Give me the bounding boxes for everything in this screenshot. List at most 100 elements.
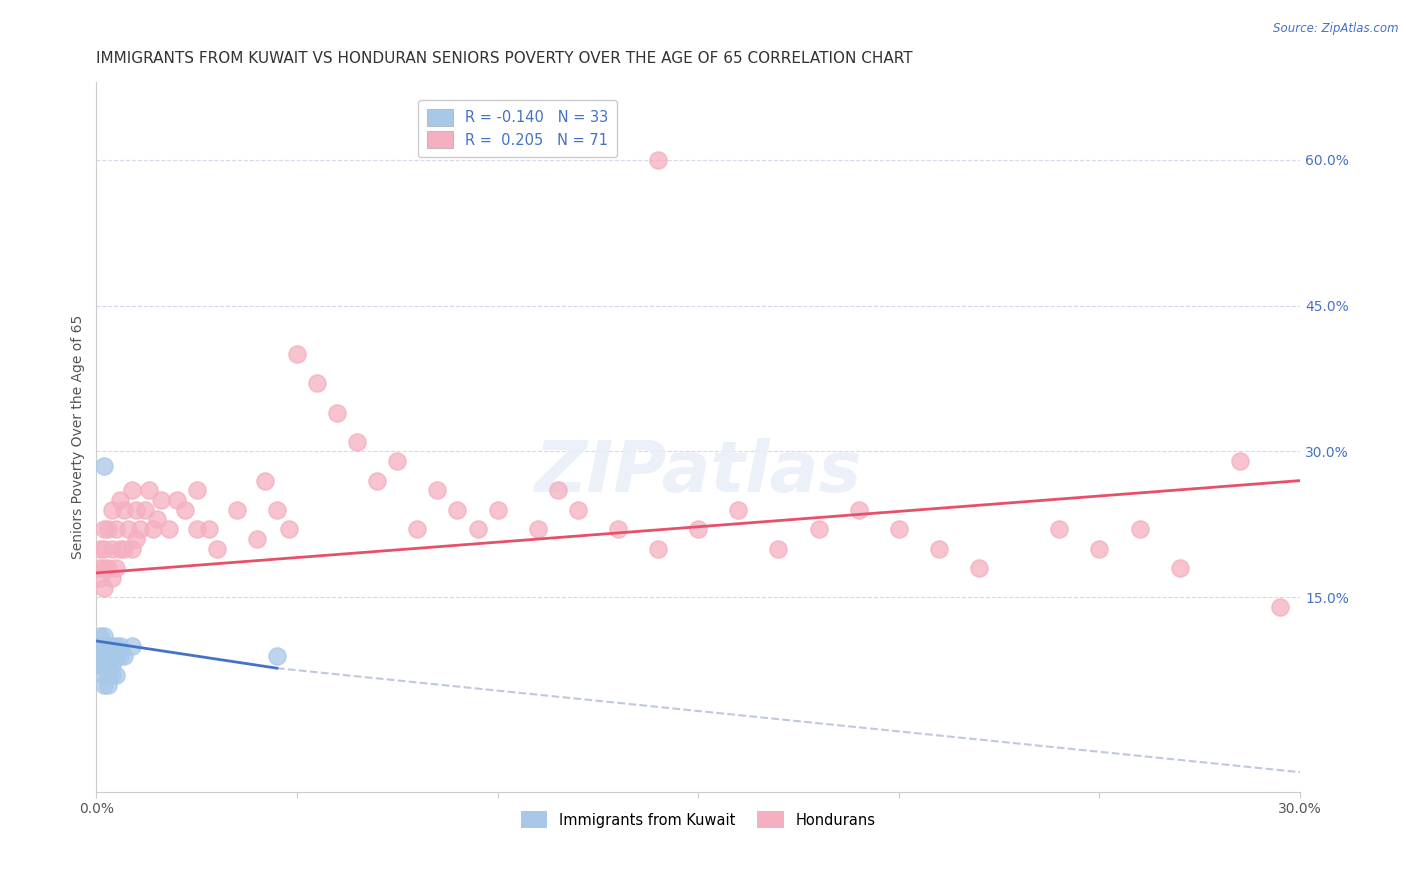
Point [121, 639, 143, 653]
Point [114, 502, 136, 516]
Point [326, 406, 349, 420]
Point [97, 678, 120, 692]
Point [205, 541, 228, 556]
Point [647, 541, 669, 556]
Point [110, 493, 132, 508]
Point [93, 648, 115, 663]
Point [101, 648, 124, 663]
Point [110, 541, 132, 556]
Point [93, 639, 115, 653]
Point [547, 483, 569, 498]
Point [93, 561, 115, 575]
Point [89, 648, 111, 663]
Point [266, 648, 288, 663]
Point [121, 483, 143, 498]
Point [121, 541, 143, 556]
Point [89, 629, 111, 643]
Point [89, 541, 111, 556]
Point [101, 571, 124, 585]
Point [166, 493, 188, 508]
Point [97, 648, 120, 663]
Point [125, 532, 148, 546]
Point [97, 658, 120, 673]
Point [727, 502, 749, 516]
Point [446, 502, 468, 516]
Point [97, 561, 120, 575]
Point [97, 668, 120, 682]
Point [101, 502, 124, 516]
Point [97, 639, 120, 653]
Point [145, 512, 167, 526]
Point [105, 639, 128, 653]
Point [406, 522, 429, 536]
Point [89, 561, 111, 575]
Point [129, 522, 152, 536]
Point [266, 502, 288, 516]
Point [93, 639, 115, 653]
Point [89, 658, 111, 673]
Point [1229, 454, 1251, 468]
Point [114, 648, 136, 663]
Point [305, 376, 328, 391]
Point [186, 483, 208, 498]
Point [97, 522, 120, 536]
Point [173, 502, 195, 516]
Text: Source: ZipAtlas.com: Source: ZipAtlas.com [1274, 22, 1399, 36]
Point [110, 648, 132, 663]
Point [1168, 561, 1191, 575]
Point [93, 522, 115, 536]
Point [225, 502, 247, 516]
Legend: Immigrants from Kuwait, Hondurans: Immigrants from Kuwait, Hondurans [516, 805, 882, 834]
Point [101, 658, 124, 673]
Point [93, 648, 115, 663]
Text: ZIPatlas: ZIPatlas [534, 438, 862, 507]
Point [253, 474, 276, 488]
Point [93, 658, 115, 673]
Point [567, 502, 589, 516]
Text: IMMIGRANTS FROM KUWAIT VS HONDURAN SENIORS POVERTY OVER THE AGE OF 65 CORRELATIO: IMMIGRANTS FROM KUWAIT VS HONDURAN SENIO… [97, 51, 912, 66]
Point [928, 541, 950, 556]
Point [387, 454, 409, 468]
Point [93, 678, 115, 692]
Point [97, 639, 120, 653]
Point [105, 522, 128, 536]
Point [97, 648, 120, 663]
Point [89, 571, 111, 585]
Point [526, 522, 548, 536]
Point [246, 532, 269, 546]
Point [134, 502, 156, 516]
Point [97, 658, 120, 673]
Point [93, 581, 115, 595]
Point [138, 483, 160, 498]
Point [426, 483, 449, 498]
Point [1129, 522, 1152, 536]
Point [110, 639, 132, 653]
Point [125, 502, 148, 516]
Point [366, 474, 388, 488]
Point [607, 522, 630, 536]
Point [93, 458, 115, 473]
Point [157, 522, 180, 536]
Point [186, 522, 208, 536]
Point [149, 493, 172, 508]
Point [89, 639, 111, 653]
Point [93, 668, 115, 682]
Point [848, 502, 870, 516]
Point [887, 522, 910, 536]
Point [467, 522, 489, 536]
Point [688, 522, 710, 536]
Point [1268, 599, 1291, 614]
Point [101, 639, 124, 653]
Point [141, 522, 163, 536]
Point [197, 522, 219, 536]
Point [486, 502, 509, 516]
Point [93, 629, 115, 643]
Y-axis label: Seniors Poverty Over the Age of 65: Seniors Poverty Over the Age of 65 [72, 315, 86, 559]
Point [93, 541, 115, 556]
Point [1047, 522, 1070, 536]
Point [768, 541, 790, 556]
Point [105, 648, 128, 663]
Point [114, 541, 136, 556]
Point [117, 522, 139, 536]
Point [967, 561, 990, 575]
